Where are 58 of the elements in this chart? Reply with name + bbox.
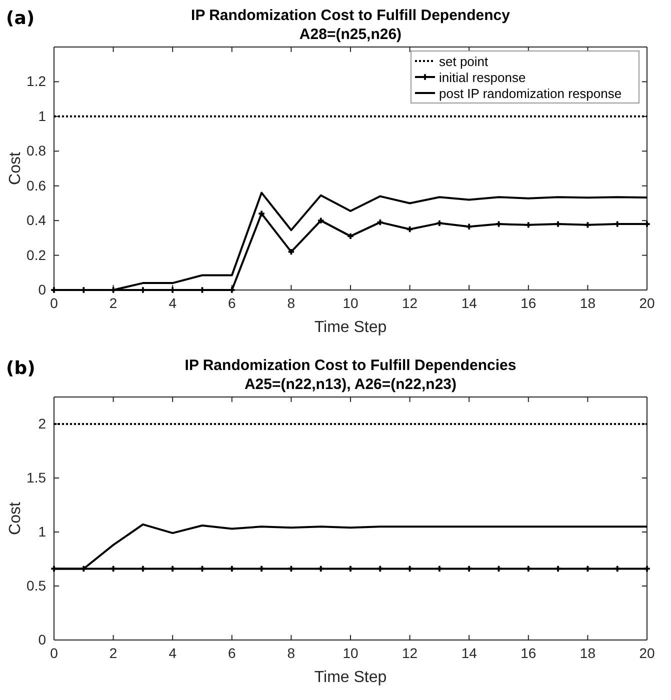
x-tick-label: 4 (168, 294, 177, 311)
x-tick-label: 10 (342, 294, 358, 311)
x-tick-label: 14 (461, 644, 478, 661)
point (436, 220, 442, 226)
y-axis-title: Cost (7, 152, 24, 185)
x-tick-label: 12 (402, 644, 418, 661)
x-tick-label: 0 (50, 294, 58, 311)
point (526, 222, 532, 228)
point (466, 224, 472, 230)
x-tick-label: 18 (580, 644, 596, 661)
y-tick-label: 1 (38, 108, 46, 124)
y-tick-label: 0.5 (26, 577, 46, 594)
point (584, 222, 591, 228)
x-tick-label: 18 (580, 294, 596, 311)
x-tick-label: 14 (461, 294, 478, 311)
text: (b) (6, 358, 36, 379)
chart-title: IP Randomization Cost to Fulfill Dependencies (184, 357, 516, 374)
x-tick-label: 2 (109, 294, 118, 311)
x-tick-label: 10 (342, 644, 358, 661)
chart-title: IP Randomization Cost to Fulfill Dependency (191, 7, 511, 24)
x-tick-label: 8 (287, 294, 296, 311)
point (318, 218, 324, 224)
x-tick-label: 4 (168, 644, 177, 661)
y-tick-label: 0.4 (26, 212, 46, 228)
x-axis-title: Time Step (314, 319, 387, 336)
point (555, 221, 561, 227)
x-axis-title: Time Step (314, 669, 387, 686)
x-tick-label: 20 (639, 294, 655, 311)
x-tick-label: 6 (228, 294, 236, 311)
x-tick-label: 0 (50, 644, 58, 661)
x-tick-label: 6 (228, 644, 236, 661)
x-tick-label: 2 (109, 644, 118, 661)
chart-subtitle: A28=(n25,n26) (299, 26, 402, 43)
y-tick-label: 0 (38, 631, 46, 648)
x-tick-label: 8 (287, 644, 296, 661)
y-tick-label: 0.8 (26, 142, 46, 159)
y-tick-label: 0 (38, 281, 46, 298)
y-tick-label: 2 (38, 415, 46, 432)
legend-label: post IP randomization response (439, 86, 622, 101)
y-tick-label: 1.2 (26, 73, 46, 90)
legend-label: set point (439, 54, 489, 69)
point (258, 210, 264, 216)
y-tick-label: 1 (38, 523, 46, 540)
x-tick-label: 12 (402, 294, 418, 311)
x-tick-label: 20 (639, 644, 655, 661)
x-tick-label: 16 (520, 644, 536, 661)
y-tick-label: 1.5 (26, 469, 46, 486)
y-tick-label: 0.2 (26, 246, 46, 263)
point (288, 248, 294, 255)
point (377, 219, 383, 226)
point (496, 221, 502, 227)
x-tick-label: 16 (520, 294, 536, 311)
y-tick-label: 0.6 (26, 177, 46, 194)
chart-subtitle: A25=(n22,n13), A26=(n22,n23) (244, 376, 457, 393)
legend-label: initial response (439, 70, 526, 85)
y-axis-title: Cost (7, 502, 24, 535)
text: (a) (6, 8, 35, 29)
point (348, 233, 354, 240)
